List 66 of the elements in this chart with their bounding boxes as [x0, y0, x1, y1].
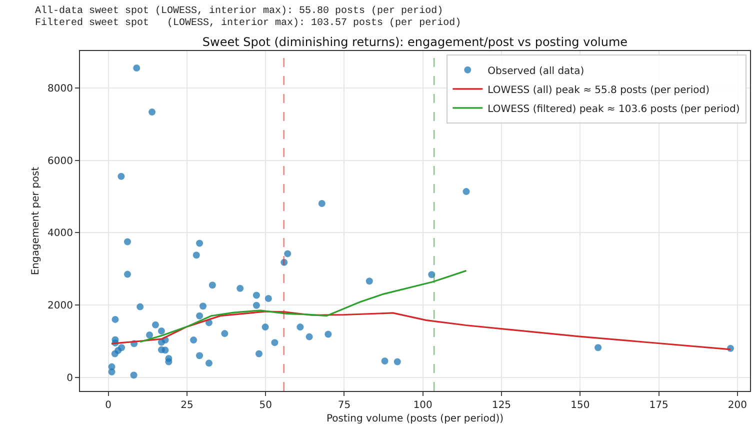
x-tick-label: 50	[259, 400, 272, 411]
text: All-data sweet spot (LOWESS, interior max): 55.80 posts (per period)	[35, 5, 444, 17]
point	[208, 282, 216, 289]
point	[112, 316, 119, 323]
point	[199, 302, 206, 310]
point	[136, 303, 144, 310]
point	[271, 339, 278, 346]
y-tick-label: 0	[66, 372, 73, 384]
point	[192, 252, 200, 259]
point	[165, 358, 172, 366]
point	[252, 292, 260, 299]
point	[133, 64, 140, 72]
y-tick-label: 8000	[48, 84, 73, 95]
point	[148, 108, 156, 116]
point	[324, 330, 332, 338]
y-tick-label: 6000	[48, 156, 73, 167]
point	[428, 271, 436, 278]
point	[306, 333, 313, 340]
point	[318, 200, 326, 207]
point	[190, 336, 198, 344]
x-tick-label: 100	[413, 400, 432, 411]
point	[394, 358, 401, 366]
point	[462, 188, 470, 196]
point	[146, 332, 154, 338]
point	[366, 278, 373, 285]
point	[381, 358, 388, 365]
point	[162, 346, 169, 354]
x-tick-label: 200	[728, 400, 747, 411]
point	[252, 302, 260, 309]
legend-label: Observed (all data)	[488, 66, 584, 77]
point	[118, 172, 125, 180]
legend-label: LOWESS (all) peak ≈ 55.8 posts (per period)	[488, 84, 710, 96]
point	[196, 352, 204, 360]
point	[236, 284, 244, 292]
point	[284, 250, 292, 258]
point	[221, 330, 228, 338]
x-axis-title: Posting volume (posts (per period))	[326, 414, 504, 424]
point	[264, 295, 272, 302]
x-tick-label: 25	[180, 400, 194, 411]
x-tick-label: 125	[492, 400, 512, 411]
point	[152, 321, 159, 328]
x-tick-label: 75	[338, 400, 351, 411]
point	[118, 344, 126, 352]
line-series	[139, 270, 468, 343]
point	[196, 312, 204, 320]
point	[130, 372, 138, 379]
y-tick-label: 4000	[48, 228, 73, 240]
x-tick-label: 150	[570, 400, 590, 411]
y-axis-title: Engagement per post	[30, 166, 42, 276]
point	[158, 328, 165, 335]
point	[255, 350, 262, 358]
point	[594, 344, 602, 352]
point	[108, 368, 116, 376]
point	[196, 240, 204, 247]
text: Filtered sweet spot (LOWESS, interior max): 103.57 posts (per period)	[35, 17, 462, 29]
chart-title: Sweet Spot (diminishing returns): engagement/post vs posting volume	[202, 35, 628, 50]
x-tick-label: 0	[105, 400, 112, 411]
point	[262, 324, 269, 331]
point	[296, 324, 304, 331]
point	[205, 360, 212, 367]
point	[124, 238, 131, 246]
x-tick-label: 175	[649, 400, 668, 411]
legend-label: LOWESS (filtered) peak ≈ 103.6 posts (per period)	[488, 104, 740, 115]
point	[124, 270, 131, 278]
y-tick-label: 2000	[48, 300, 73, 312]
point	[280, 258, 288, 266]
